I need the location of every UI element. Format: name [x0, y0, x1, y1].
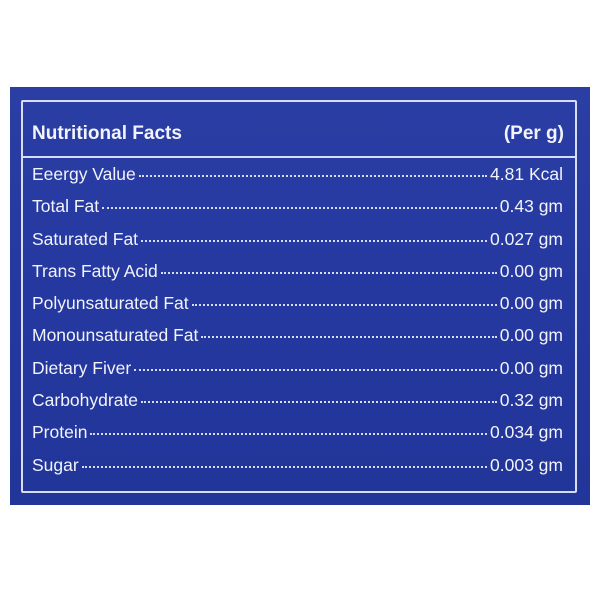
dot-leader — [141, 239, 488, 242]
serving-unit: (Per g) — [503, 123, 564, 144]
table-row: Eeergy Value 4.81 Kcal — [32, 164, 563, 196]
table-row: Dietary Fiver 0.00 gm — [32, 358, 563, 390]
nutrient-value: 0.00 gm — [499, 357, 563, 378]
dot-leader — [90, 433, 488, 436]
header-divider — [23, 156, 575, 158]
nutrient-value: 0.00 gm — [499, 325, 563, 346]
dot-leader — [141, 401, 497, 404]
nutrient-value: 0.034 gm — [490, 422, 563, 443]
nutrient-value: 0.43 gm — [499, 196, 563, 217]
nutrient-value: 0.32 gm — [499, 390, 563, 411]
nutrient-label: Trans Fatty Acid — [32, 260, 158, 281]
dot-leader — [201, 336, 497, 339]
dot-leader — [134, 368, 497, 371]
table-row: Sugar 0.003 gm — [32, 455, 563, 487]
nutrition-label-panel: Nutritional Facts (Per g) Eeergy Value 4… — [10, 87, 590, 505]
dot-leader — [191, 304, 497, 307]
dot-leader — [81, 465, 488, 468]
table-row: Protein 0.034 gm — [32, 422, 563, 454]
nutrient-label: Eeergy Value — [32, 164, 136, 184]
table-row: Saturated Fat 0.027 gm — [32, 229, 563, 261]
table-row: Polyunsaturated Fat 0.00 gm — [32, 293, 563, 325]
nutrient-value: 0.00 gm — [499, 260, 563, 281]
nutrient-label: Saturated Fat — [32, 228, 139, 249]
table-row: Monounsaturated Fat 0.00 gm — [32, 325, 563, 357]
nutrient-list: Eeergy Value 4.81 Kcal Total Fat 0.43 gm… — [32, 164, 563, 487]
table-row: Carbohydrate 0.32 gm — [32, 390, 563, 422]
nutrient-label: Total Fat — [32, 196, 100, 217]
table-row: Trans Fatty Acid 0.00 gm — [32, 261, 563, 293]
nutrient-label: Sugar — [32, 454, 79, 475]
table-title: Nutritional Facts — [32, 123, 182, 144]
dot-leader — [160, 271, 497, 274]
nutrient-value: 0.00 gm — [499, 293, 563, 314]
nutrient-label: Protein — [32, 422, 88, 443]
table-row: Total Fat 0.43 gm — [32, 196, 563, 228]
table-header: Nutritional Facts (Per g) — [32, 117, 564, 151]
nutrient-value: 0.003 gm — [490, 454, 563, 475]
dot-leader — [138, 175, 488, 177]
dot-leader — [102, 207, 497, 210]
nutrient-value: 0.027 gm — [490, 228, 563, 249]
nutrient-value: 4.81 Kcal — [490, 164, 563, 184]
nutrient-label: Monounsaturated Fat — [32, 325, 199, 346]
nutrient-label: Carbohydrate — [32, 390, 139, 411]
nutrient-label: Dietary Fiver — [32, 357, 132, 378]
nutrient-label: Polyunsaturated Fat — [32, 293, 189, 314]
label-frame — [21, 100, 577, 493]
